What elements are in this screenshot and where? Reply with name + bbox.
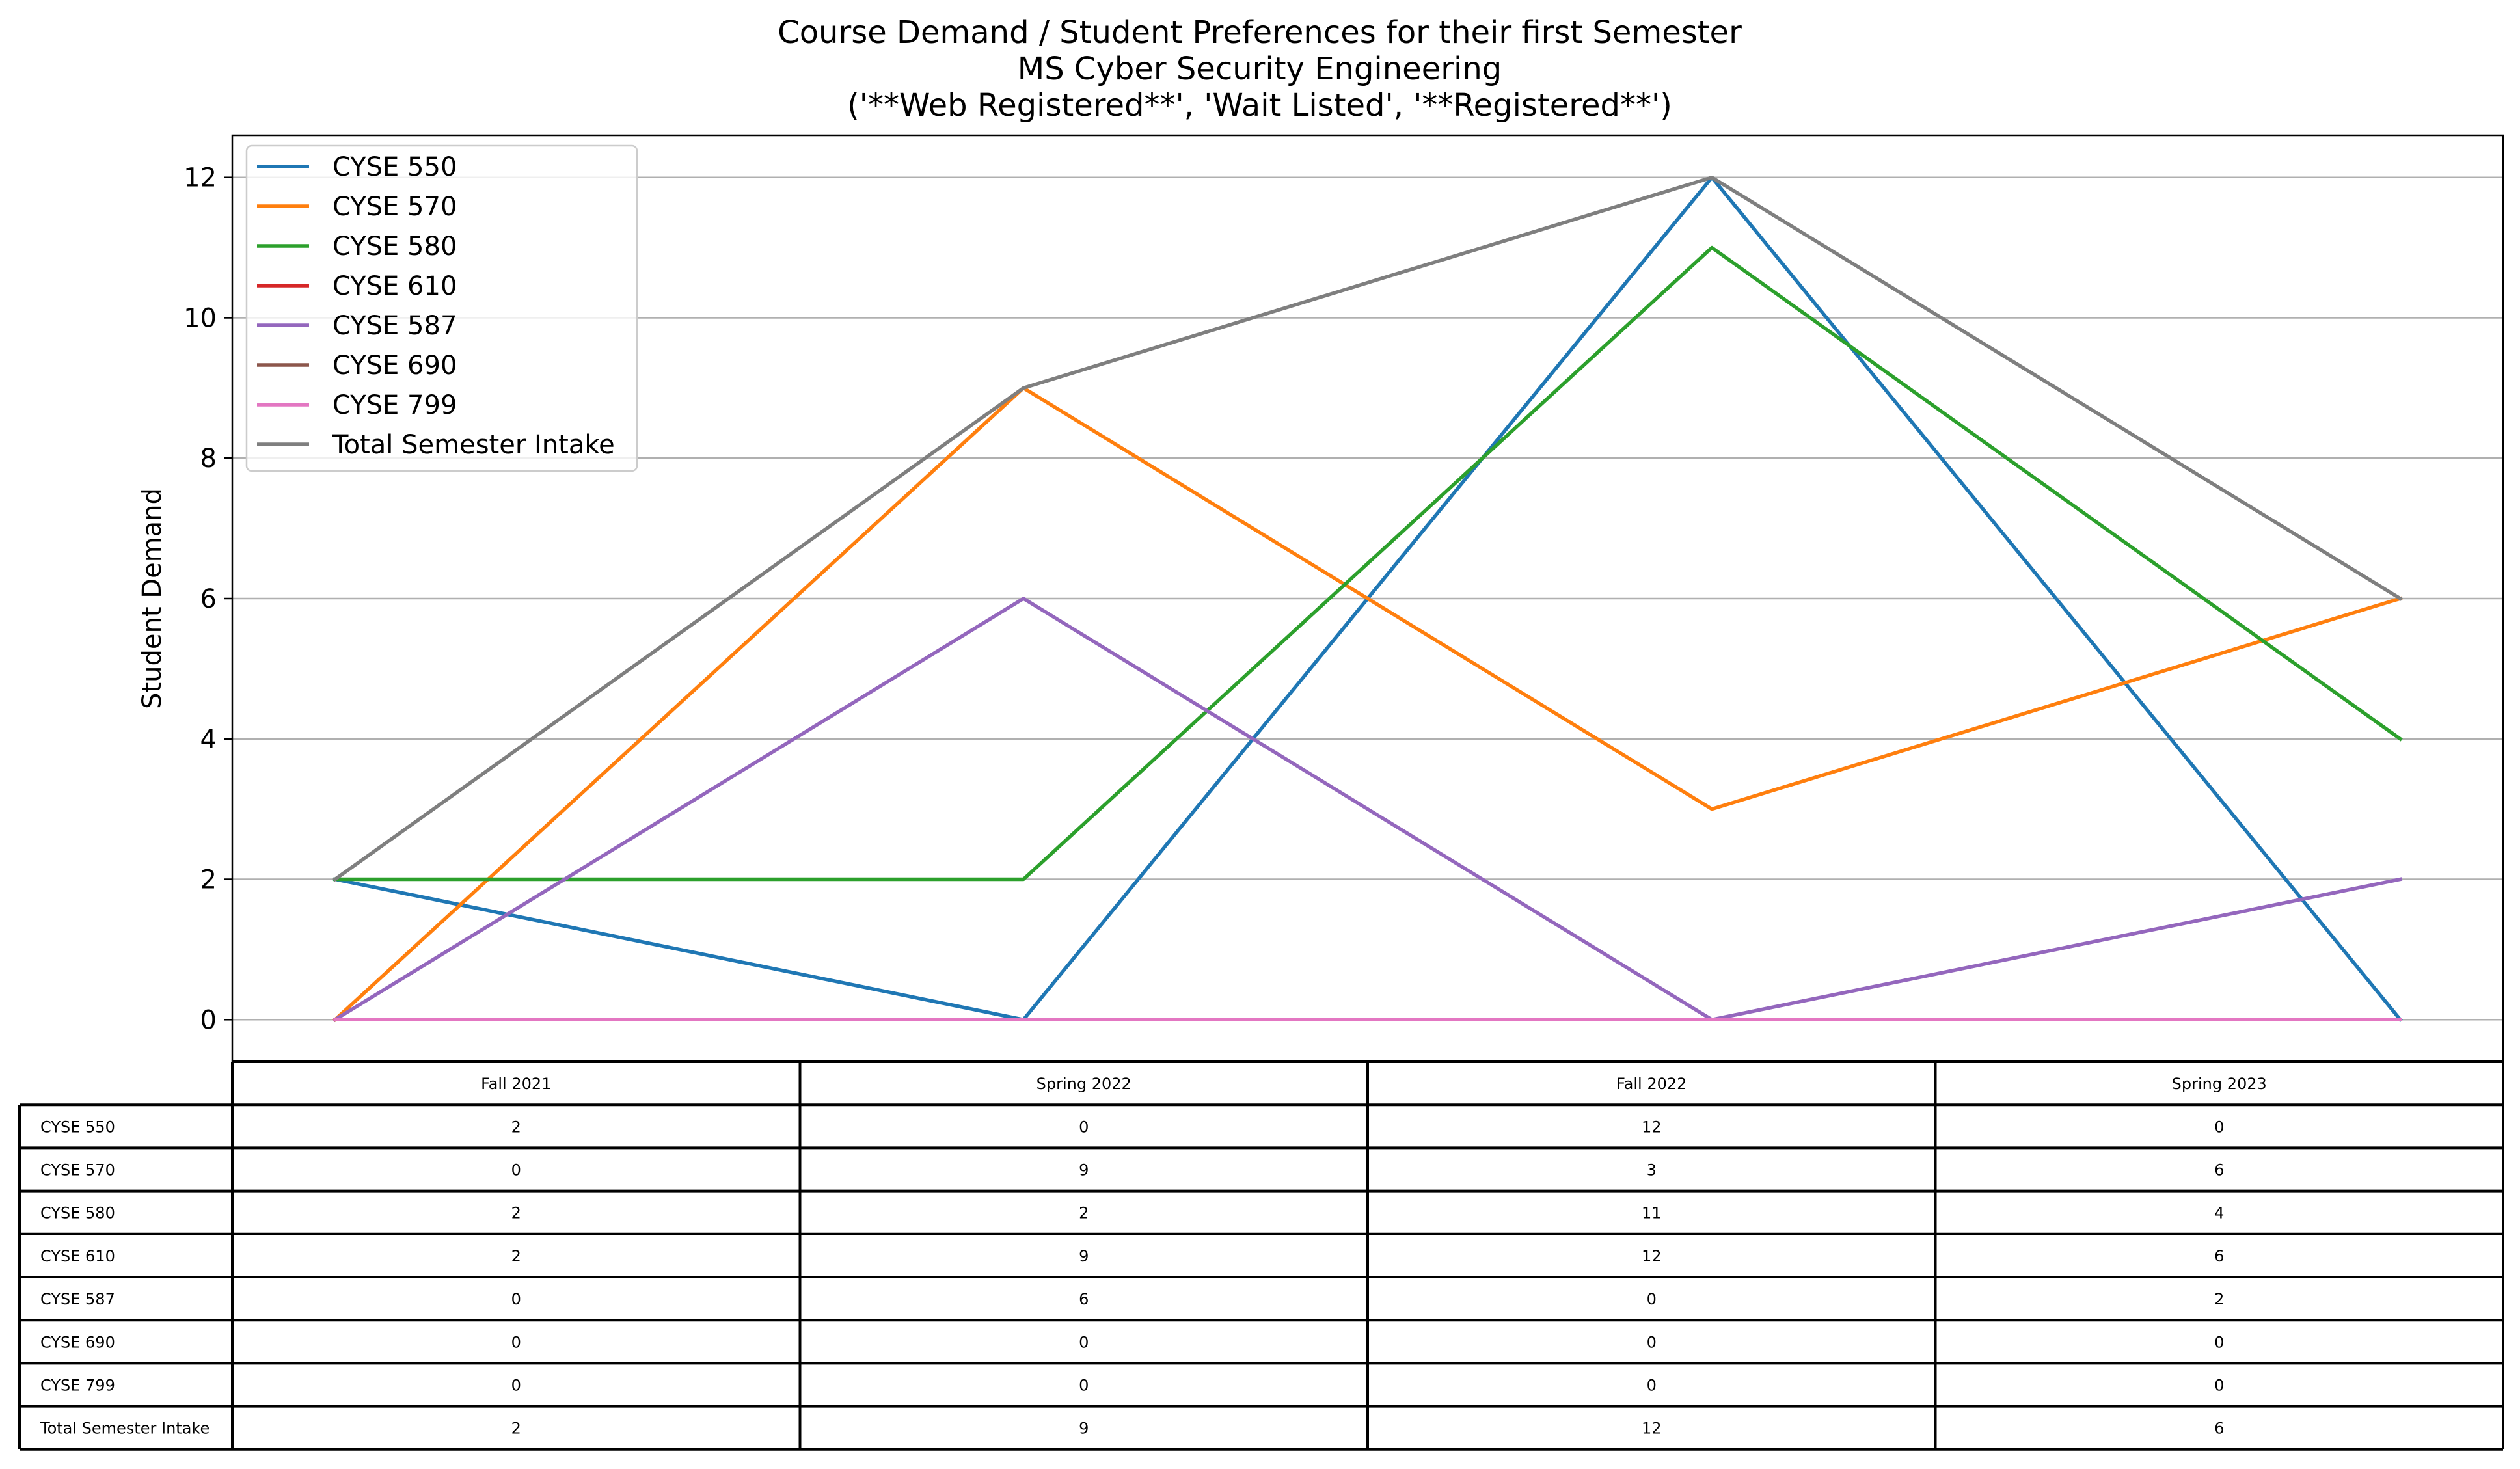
- table-row-label: Total Semester Intake: [40, 1420, 210, 1438]
- legend-label: CYSE 610: [332, 271, 457, 301]
- table-cell: 0: [1079, 1377, 1089, 1395]
- table-row-label: CYSE 690: [40, 1333, 115, 1351]
- table-cell: 0: [2214, 1333, 2224, 1351]
- table-cell: 0: [511, 1161, 521, 1179]
- legend-label: CYSE 799: [332, 390, 457, 420]
- table-cell: 2: [511, 1247, 521, 1265]
- table-column-header: Spring 2022: [1036, 1075, 1131, 1093]
- y-tick-label: 6: [200, 584, 217, 614]
- table-cell: 4: [2214, 1204, 2224, 1222]
- table-row-label: CYSE 580: [40, 1204, 115, 1222]
- table-cell: 0: [2214, 1118, 2224, 1136]
- table-row-label: CYSE 550: [40, 1118, 115, 1136]
- table-column-header: Spring 2023: [2172, 1075, 2267, 1093]
- table-cell: 11: [1642, 1204, 1662, 1222]
- table-cell: 0: [1079, 1333, 1089, 1351]
- table-cell: 9: [1079, 1247, 1089, 1265]
- table-cell: 12: [1642, 1118, 1662, 1136]
- legend-label: Total Semester Intake: [332, 430, 615, 460]
- y-axis-ticks: 0 2 4 6 8 10 12: [183, 163, 232, 1035]
- table-cell: 2: [511, 1420, 521, 1438]
- table-cell: 2: [511, 1204, 521, 1222]
- y-tick-label: 4: [200, 725, 217, 755]
- chart-title: Course Demand / Student Preferences for …: [778, 14, 1742, 124]
- table-cell: 2: [511, 1118, 521, 1136]
- legend: CYSE 550 CYSE 570 CYSE 580 CYSE 610 CYSE 587…: [245, 144, 638, 472]
- legend-label: CYSE 580: [332, 232, 457, 262]
- legend-frame: [245, 144, 638, 472]
- table-cell: 0: [1647, 1333, 1657, 1351]
- table-cell: 0: [2214, 1377, 2224, 1395]
- y-tick-label: 12: [183, 163, 217, 193]
- table-cell: 6: [2214, 1161, 2224, 1179]
- table-column-header: Fall 2022: [1616, 1075, 1687, 1093]
- legend-label: CYSE 587: [332, 311, 457, 341]
- table-cell: 12: [1642, 1420, 1662, 1438]
- table-row-label: CYSE 610: [40, 1247, 115, 1265]
- table-cell: 6: [2214, 1247, 2224, 1265]
- y-tick-label: 0: [200, 1005, 217, 1035]
- y-tick-label: 8: [200, 444, 217, 474]
- table-cell: 3: [1647, 1161, 1657, 1179]
- series-line: [332, 175, 2403, 882]
- legend-label: CYSE 570: [332, 192, 457, 222]
- title-line-1: Course Demand / Student Preferences for …: [778, 14, 1742, 51]
- table-cell: 9: [1079, 1420, 1089, 1438]
- series-line: [332, 597, 2403, 1023]
- table-cell: 9: [1079, 1161, 1089, 1179]
- table-cell: 6: [1079, 1290, 1089, 1308]
- table-cell: 6: [2214, 1420, 2224, 1438]
- series-line: [333, 245, 2403, 882]
- table-cell: 0: [1079, 1118, 1089, 1136]
- table-cell: 2: [1079, 1204, 1089, 1222]
- table-cell: 0: [511, 1290, 521, 1308]
- table-cell: 2: [2214, 1290, 2224, 1308]
- series-lines: [332, 175, 2403, 1023]
- table-cell: 0: [1647, 1290, 1657, 1308]
- table-row-label: CYSE 570: [40, 1161, 115, 1179]
- table-cell: 0: [511, 1333, 521, 1351]
- title-line-2: MS Cyber Security Engineering: [1018, 51, 1502, 87]
- table-row-label: CYSE 799: [40, 1377, 115, 1395]
- table-cell: 12: [1642, 1247, 1662, 1265]
- y-axis-label: Student Demand: [137, 488, 167, 709]
- series-line: [332, 386, 2403, 1023]
- y-tick-label: 2: [200, 865, 217, 895]
- table-cell: 0: [1647, 1377, 1657, 1395]
- table-row-label: CYSE 587: [40, 1290, 115, 1308]
- legend-label: CYSE 690: [332, 351, 457, 381]
- data-table: Fall 2021 Spring 2022 Fall 2022 Spring 2023…: [18, 1060, 2504, 1451]
- title-line-3: ('**Web Registered**', 'Wait Listed', '*…: [847, 87, 1672, 124]
- y-tick-label: 10: [183, 303, 217, 333]
- legend-label: CYSE 550: [332, 152, 457, 182]
- table-cell: 0: [511, 1377, 521, 1395]
- table-column-header: Fall 2021: [481, 1075, 551, 1093]
